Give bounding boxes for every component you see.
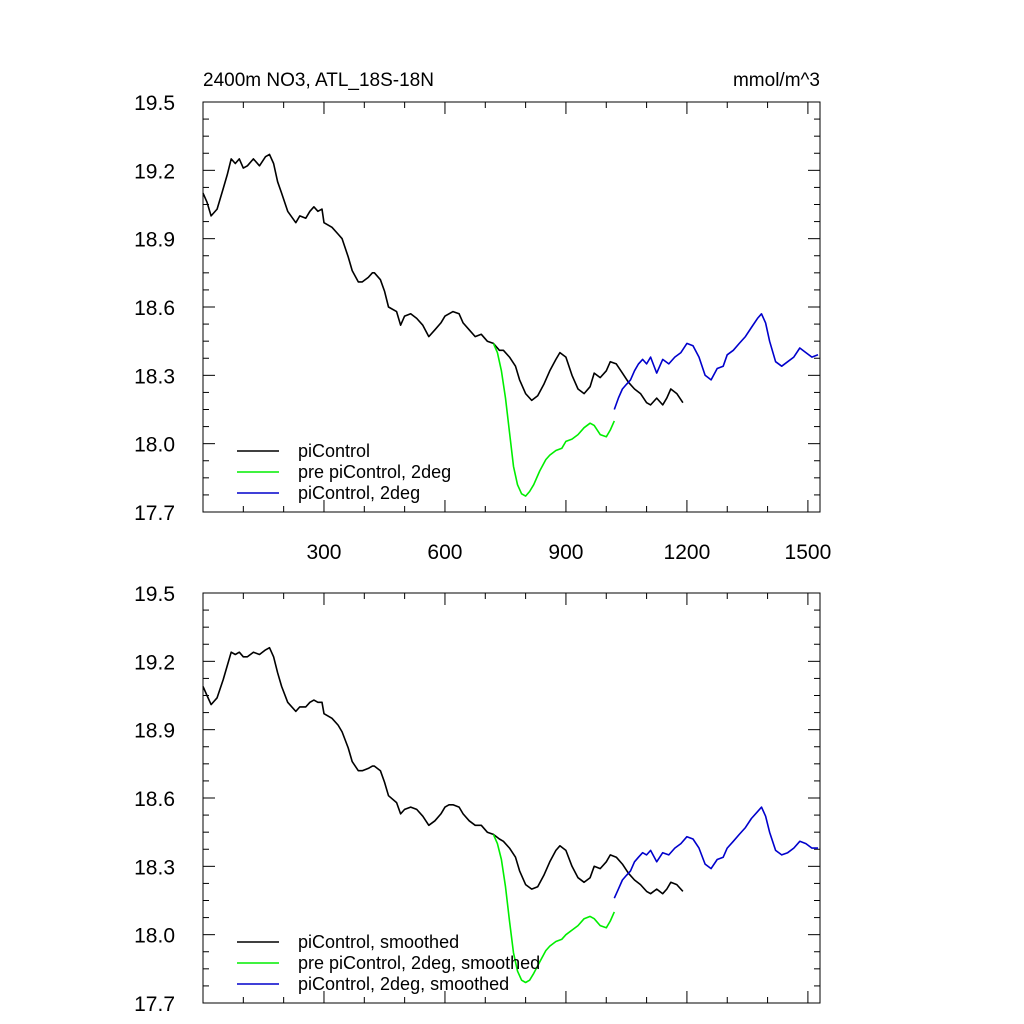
- top-series-line-2: [492, 343, 616, 497]
- top-ytick-label: 18.3: [134, 365, 175, 388]
- top-xtick-label: 600: [427, 541, 462, 564]
- bottom-ytick-label: 18.3: [134, 856, 175, 879]
- bottom-legend-label: piControl, smoothed: [298, 932, 459, 952]
- top-xtick-label: 300: [306, 541, 341, 564]
- top-ytick-label: 17.7: [134, 502, 175, 525]
- top-ytick-label: 18.9: [134, 229, 175, 252]
- bottom-legend-label: pre piControl, 2deg, smoothed: [298, 953, 540, 973]
- top-ytick-label: 19.2: [134, 160, 175, 183]
- top-series-line-1: [202, 153, 684, 406]
- bottom-ytick-label: 18.0: [134, 925, 175, 948]
- bottom-series-line-2: [492, 834, 616, 984]
- bottom-ytick-label: 17.7: [134, 993, 175, 1016]
- bottom-panel: 17.7 18.0 18.3 18.6 18.9 19.2 19.5 piControl, s…: [134, 583, 821, 1016]
- top-ytick-label: 18.0: [134, 434, 175, 457]
- top-xtick-label: 900: [548, 541, 583, 564]
- bottom-ytick-label: 19.5: [134, 583, 175, 606]
- bottom-series-line-1: [202, 646, 684, 895]
- bottom-legend-label: piControl, 2deg, smoothed: [298, 974, 509, 994]
- top-ytick-label: 18.6: [134, 297, 175, 320]
- top-legend-label: piControl, 2deg: [298, 483, 420, 503]
- top-series-line-3: [613, 313, 819, 410]
- top-legend-label: pre piControl, 2deg: [298, 462, 451, 482]
- top-xtick-label: 1200: [664, 541, 711, 564]
- top-xtick-label: 1500: [785, 541, 832, 564]
- top-panel-title: 2400m NO3, ATL_18S-18N: [203, 70, 434, 91]
- bottom-ytick-label: 18.6: [134, 788, 175, 811]
- top-panel-units: mmol/m^3: [733, 70, 820, 91]
- top-ytick-label: 19.5: [134, 92, 175, 115]
- bottom-ytick-label: 18.9: [134, 720, 175, 743]
- bottom-series-line-3: [613, 806, 818, 899]
- top-panel: 2400m NO3, ATL_18S-18N mmol/m^3 17.7 18.0…: [134, 70, 831, 564]
- top-legend-label: piControl: [298, 441, 370, 461]
- bottom-ytick-label: 19.2: [134, 651, 175, 674]
